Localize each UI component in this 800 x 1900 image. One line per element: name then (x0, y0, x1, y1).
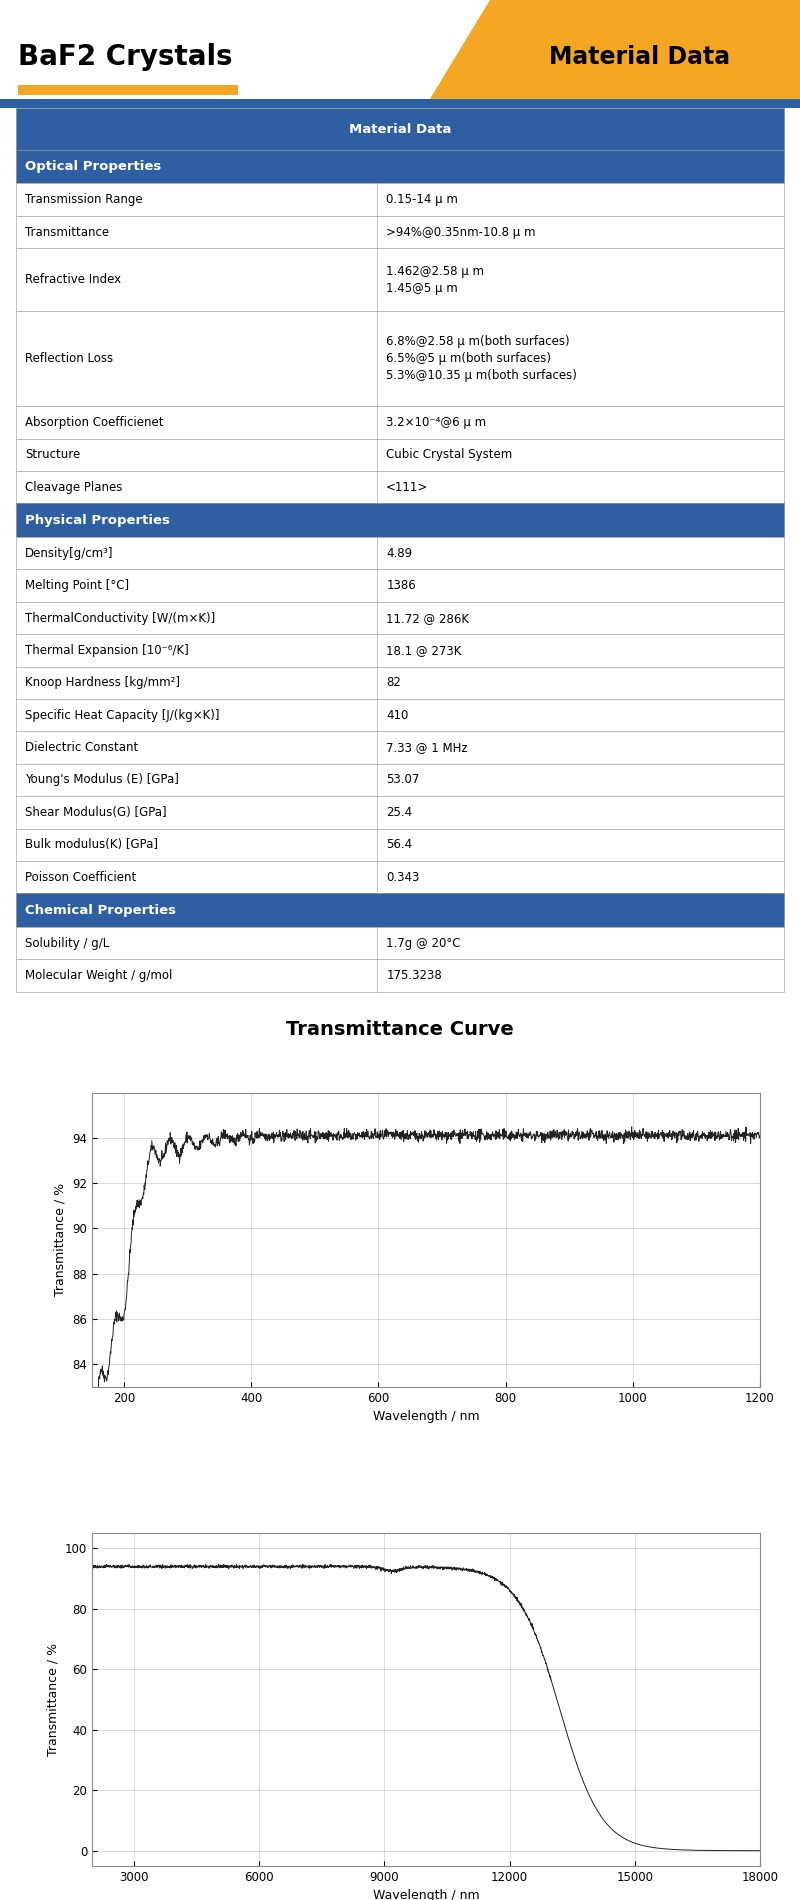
Text: Cubic Crystal System: Cubic Crystal System (386, 448, 513, 462)
Text: <111>: <111> (386, 481, 429, 494)
Text: 410: 410 (386, 709, 409, 722)
Text: Transmittance: Transmittance (26, 226, 110, 239)
FancyBboxPatch shape (16, 699, 784, 732)
Text: 56.4: 56.4 (386, 838, 412, 851)
Text: 82: 82 (386, 676, 401, 690)
Text: Material Data: Material Data (550, 46, 730, 68)
Text: Knoop Hardness [kg/mm²]: Knoop Hardness [kg/mm²] (26, 676, 180, 690)
Text: Structure: Structure (26, 448, 81, 462)
FancyBboxPatch shape (16, 407, 784, 439)
Text: Shear Modulus(G) [GPa]: Shear Modulus(G) [GPa] (26, 806, 167, 819)
Text: Reflection Loss: Reflection Loss (26, 352, 114, 365)
Text: Melting Point [°C]: Melting Point [°C] (26, 580, 130, 593)
Text: 175.3238: 175.3238 (386, 969, 442, 982)
Text: Solubility / g/L: Solubility / g/L (26, 937, 110, 950)
Text: 0.343: 0.343 (386, 870, 419, 884)
Text: Optical Properties: Optical Properties (26, 160, 162, 173)
Text: 1386: 1386 (386, 580, 416, 593)
Text: Physical Properties: Physical Properties (26, 513, 170, 526)
Text: 18.1 @ 273K: 18.1 @ 273K (386, 644, 462, 657)
FancyBboxPatch shape (16, 471, 784, 504)
Y-axis label: Transmittance / %: Transmittance / % (46, 1644, 59, 1756)
FancyBboxPatch shape (16, 828, 784, 861)
Text: Young's Modulus (E) [GPa]: Young's Modulus (E) [GPa] (26, 773, 179, 787)
Text: Material Data: Material Data (349, 122, 451, 135)
Text: Transmission Range: Transmission Range (26, 194, 143, 205)
FancyBboxPatch shape (16, 732, 784, 764)
FancyBboxPatch shape (16, 960, 784, 992)
FancyBboxPatch shape (16, 861, 784, 893)
Text: ThermalConductivity [W/(m×K)]: ThermalConductivity [W/(m×K)] (26, 612, 215, 625)
Text: BaF2 Crystals: BaF2 Crystals (18, 44, 233, 72)
Polygon shape (430, 0, 800, 99)
FancyBboxPatch shape (16, 439, 784, 471)
FancyBboxPatch shape (16, 312, 784, 407)
FancyBboxPatch shape (16, 764, 784, 796)
Text: 1.7g @ 20°C: 1.7g @ 20°C (386, 937, 461, 950)
Text: 25.4: 25.4 (386, 806, 412, 819)
Text: 53.07: 53.07 (386, 773, 419, 787)
Text: 7.33 @ 1 MHz: 7.33 @ 1 MHz (386, 741, 468, 754)
FancyBboxPatch shape (16, 504, 784, 538)
Text: 11.72 @ 286K: 11.72 @ 286K (386, 612, 469, 625)
Text: Molecular Weight / g/mol: Molecular Weight / g/mol (26, 969, 173, 982)
X-axis label: Wavelength / nm: Wavelength / nm (373, 1889, 479, 1900)
Text: >94%@0.35nm-10.8 μ m: >94%@0.35nm-10.8 μ m (386, 226, 536, 239)
FancyBboxPatch shape (16, 927, 784, 960)
FancyBboxPatch shape (16, 249, 784, 312)
FancyBboxPatch shape (16, 108, 784, 150)
FancyBboxPatch shape (16, 217, 784, 249)
FancyBboxPatch shape (16, 796, 784, 828)
Text: Poisson Coefficient: Poisson Coefficient (26, 870, 137, 884)
Text: Density[g/cm³]: Density[g/cm³] (26, 547, 114, 560)
Text: 1.462@2.58 μ m
1.45@5 μ m: 1.462@2.58 μ m 1.45@5 μ m (386, 264, 484, 294)
X-axis label: Wavelength / nm: Wavelength / nm (373, 1410, 479, 1423)
Text: 0.15-14 μ m: 0.15-14 μ m (386, 194, 458, 205)
Text: Dielectric Constant: Dielectric Constant (26, 741, 138, 754)
FancyBboxPatch shape (16, 635, 784, 667)
FancyBboxPatch shape (16, 150, 784, 184)
Text: Chemical Properties: Chemical Properties (26, 904, 176, 916)
FancyBboxPatch shape (16, 667, 784, 699)
Text: Bulk modulus(K) [GPa]: Bulk modulus(K) [GPa] (26, 838, 158, 851)
Y-axis label: Transmittance / %: Transmittance / % (54, 1184, 66, 1296)
FancyBboxPatch shape (16, 538, 784, 570)
Text: 4.89: 4.89 (386, 547, 412, 560)
Text: Refractive Index: Refractive Index (26, 274, 122, 287)
Text: Absorption Coefficienet: Absorption Coefficienet (26, 416, 164, 429)
FancyBboxPatch shape (16, 570, 784, 602)
Text: 3.2×10⁻⁴@6 μ m: 3.2×10⁻⁴@6 μ m (386, 416, 486, 429)
Bar (18, 86, 238, 95)
FancyBboxPatch shape (16, 184, 784, 217)
Text: Thermal Expansion [10⁻⁶/K]: Thermal Expansion [10⁻⁶/K] (26, 644, 189, 657)
Text: Specific Heat Capacity [J/(kg×K)]: Specific Heat Capacity [J/(kg×K)] (26, 709, 220, 722)
FancyBboxPatch shape (16, 602, 784, 635)
Text: 6.8%@2.58 μ m(both surfaces)
6.5%@5 μ m(both surfaces)
5.3%@10.35 μ m(both surfa: 6.8%@2.58 μ m(both surfaces) 6.5%@5 μ m(… (386, 334, 577, 382)
Text: Cleavage Planes: Cleavage Planes (26, 481, 122, 494)
Text: Transmittance Curve: Transmittance Curve (286, 1020, 514, 1039)
FancyBboxPatch shape (16, 893, 784, 927)
